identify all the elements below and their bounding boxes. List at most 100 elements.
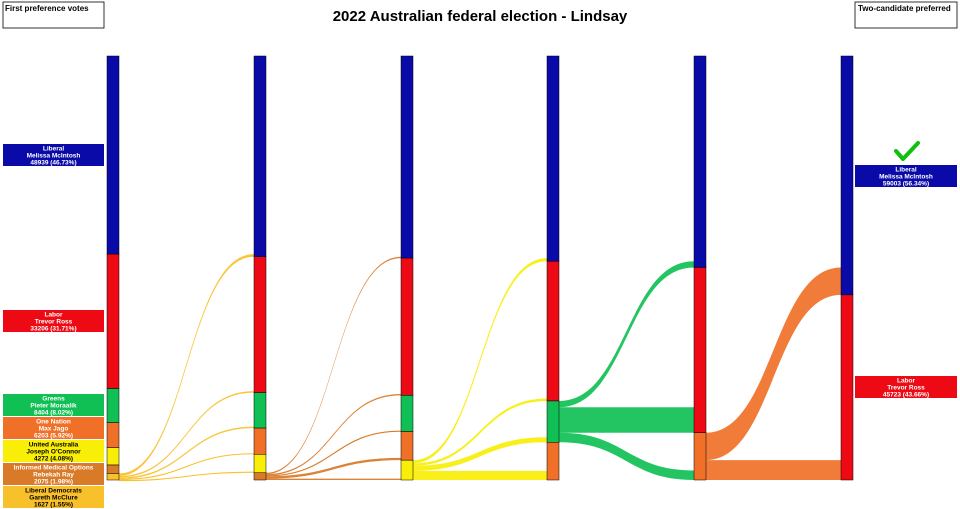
first-pref-party: One Nation (36, 419, 71, 426)
first-pref-party: Greens (42, 396, 65, 403)
first-pref-candidate: Trevor Ross (35, 319, 73, 326)
first-pref-candidate: Gareth McClure (29, 495, 78, 502)
first-pref-candidate: Max Jago (39, 426, 69, 433)
first-preference-header-text: First preference votes (5, 4, 89, 13)
winner-check-icon (894, 141, 920, 161)
flow-liberal-democrats-to-liberal (119, 254, 254, 477)
first-pref-party: Liberal (43, 146, 65, 153)
first-pref-label-box-greens (3, 394, 104, 416)
flow-liberal-democrats-to-greens (119, 426, 254, 479)
bar-stage-3-labor (400, 257, 414, 396)
final-label-box-labor (855, 376, 957, 398)
bar-stage-1-informed-medical-options (106, 464, 120, 474)
bar-stage-1-liberal-democrats (106, 473, 120, 481)
bar-stage-3-greens (400, 395, 414, 432)
first-pref-candidate: Joseph O'Connor (26, 449, 81, 456)
first-pref-party: Labor (44, 312, 63, 319)
bar-stage-6-liberal (840, 55, 854, 296)
first-pref-label-box-liberal (3, 144, 104, 166)
final-label-box-liberal (855, 165, 957, 187)
bar-stage-6-labor (840, 294, 854, 481)
first-pref-label-box-united-australia (3, 440, 104, 462)
first-preference-header-box (2, 1, 105, 29)
first-pref-label-box-informed-medical-options (3, 463, 104, 485)
first-pref-party: Informed Medical Options (14, 465, 94, 472)
flow-liberal-democrats-to-one-nation (118, 453, 255, 481)
first-pref-candidate: Pieter Moraalik (30, 403, 77, 410)
bar-stage-3-one-nation (400, 431, 414, 461)
first-pref-label-box-labor (3, 310, 104, 332)
flows (118, 254, 841, 482)
bar-stage-4-one-nation (546, 442, 560, 481)
bar-stage-1-labor (106, 253, 120, 389)
bars (106, 55, 854, 481)
flow-informed-medical-options-to-one-nation (266, 457, 401, 479)
two-candidate-header-box (854, 1, 958, 29)
flow-greens-to-one-nation (559, 432, 694, 480)
flow-greens-to-liberal (559, 261, 694, 408)
bar-stage-1-liberal (106, 55, 120, 255)
bar-stage-2-one-nation (253, 427, 267, 455)
final-votes: 45723 (43.66%) (883, 392, 929, 399)
first-pref-label-box-liberal-democrats (3, 486, 104, 508)
first-pref-votes: 4272 (4.08%) (34, 456, 73, 463)
bar-stage-2-labor (253, 256, 267, 393)
final-candidate: Melissa McIntosh (879, 174, 933, 181)
bar-stage-2-greens (253, 392, 267, 429)
bar-stage-2-united-australia (253, 454, 267, 473)
bar-stage-2-informed-medical-options (253, 472, 267, 481)
flow-united-australia-to-liberal (413, 258, 547, 464)
flow-one-nation-to-labor (706, 460, 841, 480)
final-votes: 59003 (56.34%) (883, 181, 929, 188)
bar-stage-3-liberal (400, 55, 414, 259)
flow-united-australia-to-labor (413, 398, 547, 466)
first-pref-votes: 2075 (1.98%) (34, 479, 73, 486)
first-pref-votes: 1627 (1.55%) (34, 502, 73, 509)
bar-stage-5-one-nation (693, 432, 707, 481)
flow-informed-medical-options-to-liberal (266, 256, 401, 475)
flow-united-australia-to-greens (413, 437, 547, 471)
flow-informed-medical-options-to-greens (265, 430, 402, 477)
two-candidate-header-text: Two-candidate preferred (858, 4, 951, 13)
bar-stage-1-united-australia (106, 447, 120, 466)
header: First preference votes 2022 Australian f… (2, 1, 958, 29)
first-pref-candidate: Rebekah Ray (33, 472, 74, 479)
bar-stage-1-greens (106, 388, 120, 423)
flow-liberal-democrats-to-labor (119, 391, 254, 478)
flow-informed-medical-options-to-united-australia (266, 478, 401, 480)
bar-stage-5-liberal (693, 55, 707, 268)
final-party: Liberal (895, 167, 917, 174)
final-party: Labor (897, 378, 916, 385)
bar-stage-4-liberal (546, 55, 560, 262)
first-pref-label-box-one-nation (3, 417, 104, 439)
first-pref-party: United Australia (29, 442, 79, 449)
flow-united-australia-to-one-nation (413, 470, 547, 480)
first-pref-votes: 8404 (8.02%) (34, 410, 73, 417)
bar-stage-4-labor (546, 261, 560, 402)
first-pref-votes: 33206 (31.71%) (30, 326, 76, 333)
bar-stage-5-labor (693, 267, 707, 433)
bar-stage-4-greens (546, 400, 560, 443)
first-pref-votes: 6203 (5.92%) (34, 433, 73, 440)
bar-stage-2-liberal (253, 55, 267, 257)
bar-stage-1-one-nation (106, 422, 120, 448)
first-pref-party: Liberal Democrats (25, 488, 82, 495)
chart-title: 2022 Australian federal election - Linds… (333, 8, 628, 25)
first-pref-votes: 48939 (46.73%) (30, 160, 76, 167)
flow-informed-medical-options-to-labor (266, 393, 401, 476)
bar-stage-3-united-australia (400, 459, 414, 481)
final-candidate: Trevor Ross (887, 385, 925, 392)
flow-greens-to-labor (559, 407, 694, 433)
first-pref-candidate: Melissa McIntosh (27, 153, 81, 160)
